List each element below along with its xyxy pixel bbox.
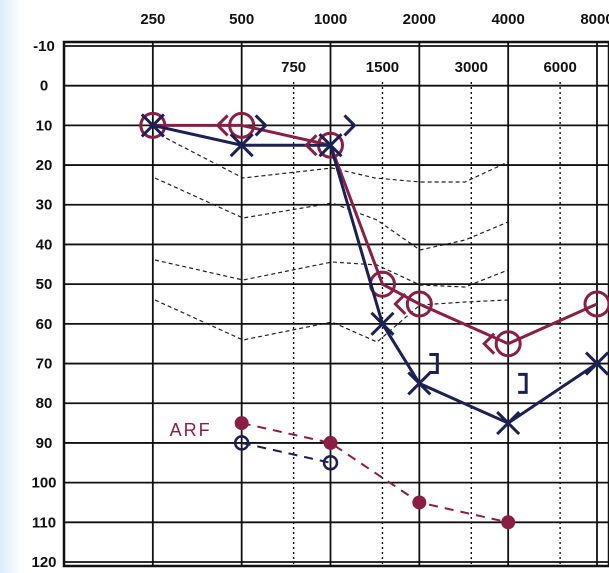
audiogram: -10 0 10 20 30 40 50 60 70 80 90 100 110 120 250 500 100… (0, 0, 609, 573)
marker-dot (503, 517, 514, 528)
reference-curves (155, 135, 508, 342)
marker-lt (395, 294, 405, 314)
x-tick-label: 250 (140, 11, 165, 28)
plot-frame (64, 42, 609, 566)
marker-dot (325, 437, 336, 448)
y-tick-label: 10 (36, 117, 53, 134)
y-tick-label: -10 (33, 38, 55, 55)
y-tick-label: 30 (36, 197, 53, 214)
x-minor-tick-label: 6000 (543, 59, 576, 76)
x-tick-label: 2000 (403, 11, 436, 28)
y-tick-label: 0 (40, 78, 48, 95)
y-tick-label: 50 (36, 276, 53, 293)
marker-dot (236, 418, 247, 429)
series (429, 355, 526, 393)
x-tick-label: 500 (229, 11, 254, 28)
series-line (153, 125, 597, 343)
series-line (242, 443, 331, 463)
x-minor-tick-label: 750 (281, 59, 306, 76)
y-tick-label: 70 (36, 356, 53, 373)
annotation: ARF (170, 420, 212, 440)
y-tick-label: 100 (31, 475, 56, 492)
marker-dot (414, 497, 425, 508)
y-tick-label: 20 (36, 157, 53, 174)
series (236, 418, 513, 528)
marker-bracket (518, 374, 526, 392)
y-tick-label: 110 (32, 514, 56, 531)
y-tick-label: 40 (36, 236, 53, 253)
y-tick-label: 90 (36, 435, 53, 452)
x-minor-tick-label: 3000 (455, 59, 488, 76)
side-shade (0, 0, 22, 573)
y-tick-label: 80 (36, 395, 53, 412)
y-tick-label: 60 (36, 316, 53, 333)
x-tick-label: 1000 (314, 11, 347, 28)
x-minor-tick-label: 1500 (366, 59, 399, 76)
marker-lt (484, 334, 494, 354)
series-line (242, 423, 509, 522)
series (141, 113, 609, 355)
y-tick-label: 120 (31, 554, 56, 571)
x-tick-label: 8000 (580, 11, 609, 28)
x-tick-label: 4000 (491, 11, 524, 28)
